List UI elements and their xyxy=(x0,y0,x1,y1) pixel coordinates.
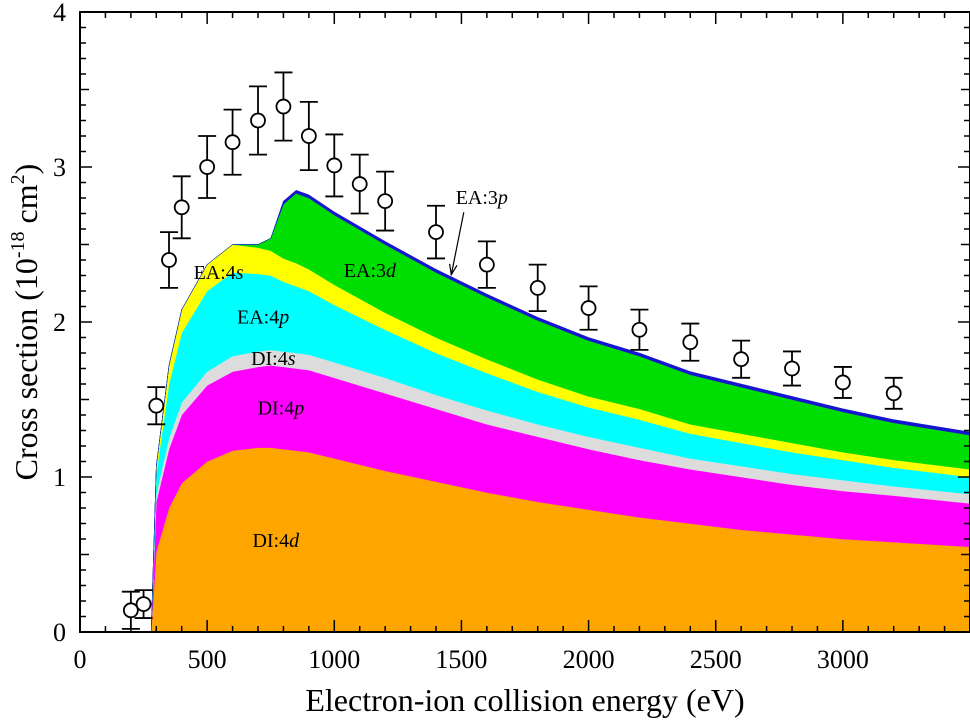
data-point xyxy=(833,366,852,399)
data-point xyxy=(376,170,395,232)
marker xyxy=(326,157,343,174)
y-axis-title-exp1: -18 xyxy=(7,231,29,258)
marker xyxy=(478,256,495,273)
marker xyxy=(199,159,216,175)
x-tick-label: 2000 xyxy=(563,645,615,674)
data-point xyxy=(579,285,598,331)
x-tick-label: 1500 xyxy=(435,645,487,674)
data-point xyxy=(884,376,903,410)
marker xyxy=(135,596,152,612)
data-point xyxy=(528,263,547,313)
marker xyxy=(161,252,177,268)
data-point xyxy=(325,133,344,198)
marker xyxy=(834,374,851,391)
marker xyxy=(351,176,368,192)
axes: 0 500 1000 1500 2000 2500 3000 0 1 2 3 4 xyxy=(53,0,970,674)
data-point xyxy=(134,589,153,619)
data-point xyxy=(681,322,700,362)
y-axis-title: Cross section (10-18 cm2) xyxy=(7,164,44,481)
data-point xyxy=(783,350,801,387)
y-tick-label: 2 xyxy=(53,308,66,337)
label-ea-4s: EA:4s xyxy=(194,262,244,284)
stacked-areas xyxy=(150,190,970,633)
y-tick-label: 4 xyxy=(53,0,66,27)
label-di-4p: DI:4p xyxy=(258,398,305,420)
annotation-arrow xyxy=(449,212,465,277)
data-point xyxy=(198,135,217,199)
x-tick-label: 2500 xyxy=(690,645,742,674)
marker xyxy=(122,602,139,619)
marker xyxy=(148,397,165,414)
x-axis-title: Electron-ion collision energy (eV) xyxy=(305,682,744,718)
marker xyxy=(529,279,546,296)
data-point xyxy=(299,101,318,172)
x-tick-label: 500 xyxy=(188,645,227,674)
label-ea-3p: EA:3p xyxy=(456,187,508,209)
data-point xyxy=(477,240,496,289)
band-labels: DI:4d DI:4p DI:4s EA:4p EA:4s EA:3d EA:3p xyxy=(194,187,508,552)
marker xyxy=(250,112,266,129)
arrow-head xyxy=(449,263,458,277)
y-axis-title-exp2: 2 xyxy=(7,174,29,184)
measurement-points xyxy=(121,71,903,630)
data-point xyxy=(274,71,293,142)
marker xyxy=(580,300,597,316)
y-axis-title-post: ) xyxy=(8,164,44,175)
data-point xyxy=(249,85,267,156)
marker xyxy=(631,321,648,338)
marker xyxy=(784,360,800,377)
marker xyxy=(300,128,317,144)
label-ea-3d: EA:3d xyxy=(344,260,397,282)
data-point xyxy=(630,308,649,351)
marker xyxy=(733,351,750,368)
data-point xyxy=(147,386,166,426)
data-point xyxy=(223,108,242,176)
data-point xyxy=(172,175,191,240)
marker xyxy=(682,334,699,351)
marker xyxy=(224,134,241,151)
marker xyxy=(173,199,190,216)
label-di-4s: DI:4s xyxy=(251,348,296,370)
x-tick-label: 0 xyxy=(74,645,87,674)
y-tick-label: 3 xyxy=(53,153,66,182)
marker xyxy=(275,98,292,115)
label-di-4d: DI:4d xyxy=(252,530,300,552)
marker xyxy=(428,224,444,241)
data-point xyxy=(427,204,445,260)
y-tick-label: 0 xyxy=(53,618,66,647)
data-point xyxy=(350,153,369,215)
data-point xyxy=(121,590,140,630)
y-axis-title-pre: Cross section (10 xyxy=(8,258,44,480)
marker xyxy=(377,193,394,210)
marker xyxy=(885,385,902,402)
y-tick-label: 1 xyxy=(53,463,66,492)
area-ea-3p xyxy=(150,190,970,633)
x-tick-label: 1000 xyxy=(308,645,360,674)
y-axis-title-mid: cm xyxy=(8,184,44,231)
x-tick-label: 3000 xyxy=(817,645,869,674)
label-ea-4p: EA:4p xyxy=(237,307,289,329)
data-point xyxy=(160,231,178,289)
arrow-line xyxy=(450,212,465,275)
data-point xyxy=(732,339,751,379)
